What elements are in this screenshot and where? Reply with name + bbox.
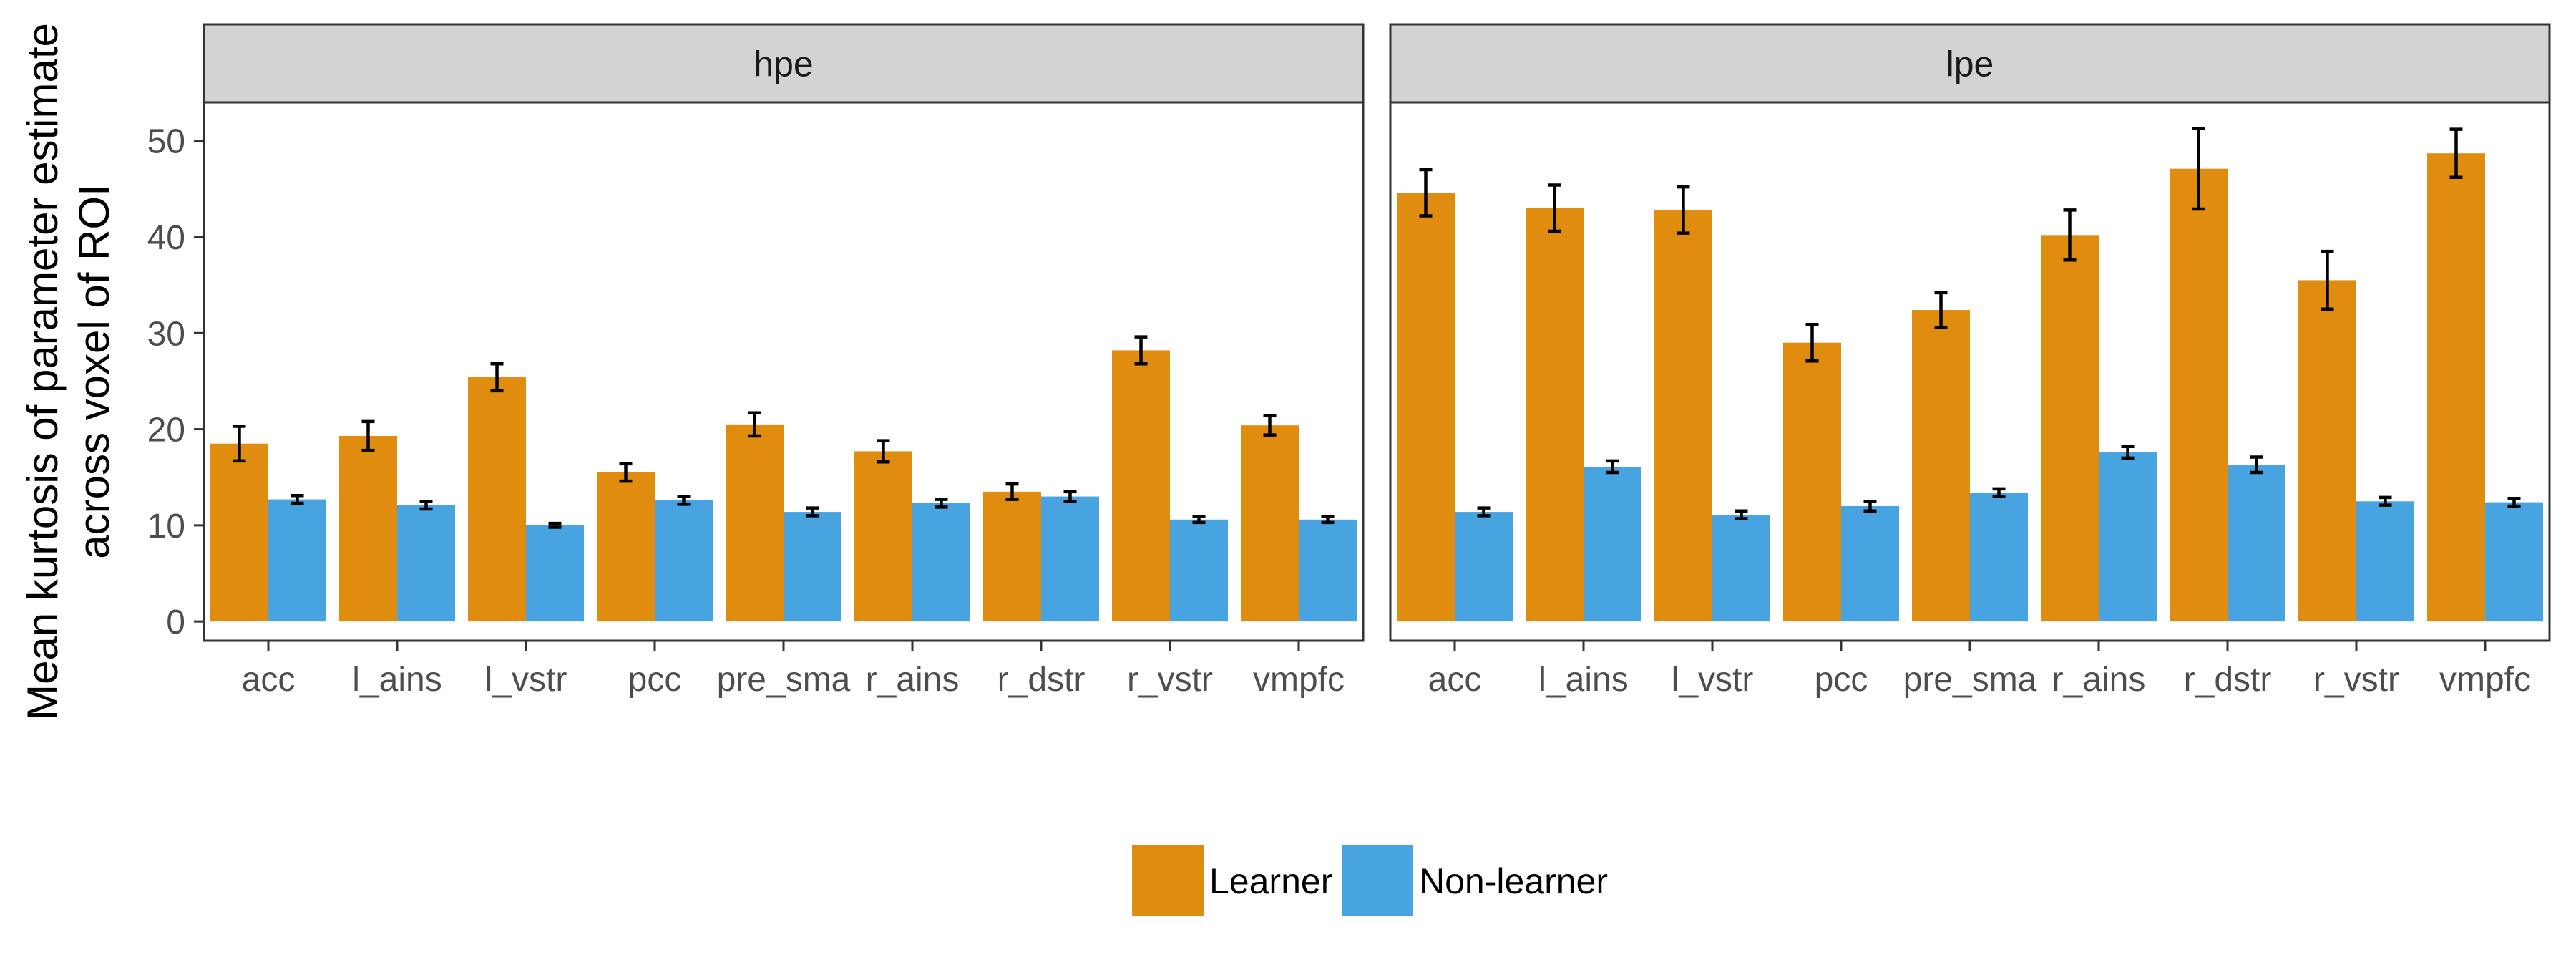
bar-hpe-r_vstr-non-learner [1170,519,1228,622]
legend-label: Learner [1209,861,1332,901]
facet-strip-label: hpe [753,44,813,84]
bar-hpe-r_dstr-learner [983,491,1041,622]
bar-hpe-r_ains-learner [854,451,912,622]
bar-hpe-r_ains-non-learner [912,503,970,622]
x-tick-label: r_vstr [1127,661,1213,699]
y-tick-label: 10 [147,508,185,545]
bar-lpe-l_ains-non-learner [1584,466,1641,622]
bar-lpe-l_vstr-learner [1654,210,1712,622]
bar-hpe-r_vstr-learner [1112,350,1170,622]
bar-lpe-pre_sma-learner [1912,310,1970,622]
y-tick-label: 30 [147,315,185,353]
y-tick-label: 0 [166,603,185,641]
x-tick-label: pre_sma [717,661,851,699]
x-tick-label: r_ains [2052,661,2146,699]
x-tick-label: acc [242,661,296,699]
bar-hpe-pcc-learner [597,472,655,622]
panel-border [1389,101,2551,642]
y-tick-label: 20 [147,412,185,450]
bar-hpe-l_vstr-learner [468,377,526,622]
x-tick-label: r_ains [866,661,960,699]
bar-lpe-pcc-non-learner [1841,506,1899,622]
x-tick-label: pcc [628,661,682,699]
bar-hpe-pre_sma-non-learner [784,512,841,622]
bar-hpe-r_dstr-non-learner [1041,496,1099,622]
x-tick-label: l_ains [352,661,441,699]
x-tick-label: l_ains [1538,661,1628,699]
bar-hpe-acc-learner [210,443,268,622]
bar-lpe-l_vstr-non-learner [1712,515,1770,622]
legend-label: Non-learner [1419,861,1608,901]
bar-lpe-r_dstr-learner [2170,168,2228,622]
bar-lpe-pcc-learner [1783,342,1841,622]
x-tick-label: r_vstr [2313,661,2399,699]
x-tick-label: r_dstr [2184,661,2272,699]
facet-strip-lpe [1389,23,2551,104]
bar-lpe-r_ains-non-learner [2099,452,2157,622]
panel-border [203,101,1365,642]
y-axis-title-line-2: across voxel of ROI [70,184,118,559]
bar-lpe-r_ains-learner [2041,235,2099,622]
x-tick-label: vmpfc [1253,661,1345,699]
y-tick-label: 50 [147,123,185,161]
bar-lpe-r_vstr-non-learner [2356,501,2414,622]
bar-lpe-vmpfc-learner [2427,153,2485,622]
bar-lpe-l_ains-learner [1526,208,1584,622]
facet-strip-label: lpe [1946,44,1994,84]
x-tick-label: r_dstr [997,661,1085,699]
bar-lpe-r_vstr-learner [2298,280,2356,622]
x-tick-label: pre_sma [1903,661,2037,699]
bar-hpe-vmpfc-non-learner [1299,519,1357,622]
y-axis-title-line-1: Mean kurtosis of parameter estimate [19,23,67,720]
bar-hpe-pre_sma-learner [726,424,784,622]
x-tick-label: pcc [1815,661,1868,699]
bar-hpe-pcc-non-learner [655,500,713,622]
x-tick-label: acc [1428,661,1482,699]
bar-lpe-acc-non-learner [1455,512,1513,622]
x-tick-label: l_vstr [1672,661,1754,699]
bar-lpe-pre_sma-non-learner [1970,493,2028,622]
x-tick-label: vmpfc [2439,661,2531,699]
bar-hpe-acc-non-learner [268,499,326,622]
x-tick-label: l_vstr [485,661,567,699]
bar-hpe-vmpfc-learner [1241,425,1299,622]
bar-hpe-l_vstr-non-learner [526,525,584,622]
bar-hpe-l_ains-learner [339,435,397,622]
bar-lpe-vmpfc-non-learner [2485,502,2543,622]
bar-lpe-acc-learner [1397,193,1455,622]
bar-lpe-r_dstr-non-learner [2228,465,2285,622]
legend-key-learner [1132,845,1204,916]
bar-hpe-l_ains-non-learner [397,505,455,622]
y-tick-label: 40 [147,219,185,257]
legend-key-non-learner [1342,845,1413,916]
